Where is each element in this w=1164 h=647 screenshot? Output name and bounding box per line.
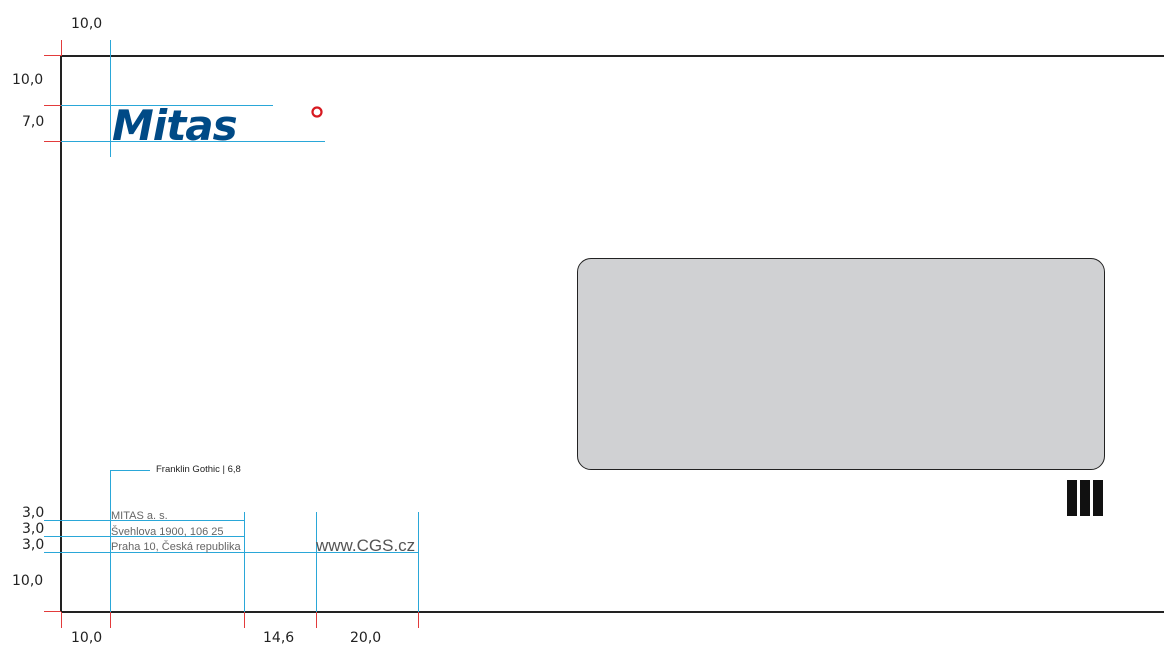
dim-left-logo: 7,0 xyxy=(22,114,45,130)
website-url: www.CGS.cz xyxy=(316,536,416,555)
tick-bottom-2 xyxy=(244,612,245,628)
envelope-top-edge xyxy=(61,55,1164,57)
dim-left-bottom: 10,0 xyxy=(12,573,44,589)
tick-left-bottom xyxy=(44,611,61,612)
tick-bottom-1 xyxy=(110,612,111,628)
dim-left-line3: 3,0 xyxy=(22,537,45,553)
envelope-left-edge xyxy=(60,55,62,612)
dim-bottom-3: 20,0 xyxy=(350,630,382,646)
envelope-bottom-edge xyxy=(61,611,1164,613)
font-note-leader-h xyxy=(110,470,150,471)
tick-top-left xyxy=(61,40,62,56)
tick-left-logo-top xyxy=(44,105,61,106)
tick-bottom-0 xyxy=(61,612,62,628)
font-note: Franklin Gothic | 6,8 xyxy=(156,464,241,475)
dim-bottom-1: 10,0 xyxy=(71,630,103,646)
tick-bottom-3 xyxy=(316,612,317,628)
dim-left-line1: 3,0 xyxy=(22,505,45,521)
logo-top-guide xyxy=(61,105,273,106)
address-line-2: Švehlova 1900, 106 25 xyxy=(111,526,224,538)
web-right-guide xyxy=(418,512,419,612)
address-guide-3 xyxy=(44,552,418,553)
logo-left-guide xyxy=(110,40,111,157)
tick-bottom-4 xyxy=(418,612,419,628)
logo: Mitas xyxy=(110,100,330,151)
address-right-guide xyxy=(244,512,245,612)
dim-top-left: 10,0 xyxy=(71,16,103,32)
dim-left-line2: 3,0 xyxy=(22,521,45,537)
dim-left-top: 10,0 xyxy=(12,72,44,88)
address-guide-1 xyxy=(44,520,244,521)
logo-circle-mark xyxy=(311,106,323,118)
logo-baseline-guide xyxy=(61,141,325,142)
logo-wordmark: Mitas xyxy=(112,101,237,146)
barcode-bar-2 xyxy=(1080,480,1090,516)
address-line-3: Praha 10, Česká republika xyxy=(111,541,241,553)
address-line-1: MITAS a. s. xyxy=(111,510,168,522)
font-note-leader-v xyxy=(110,470,111,612)
barcode-bar-1 xyxy=(1067,480,1077,516)
barcode-bar-3 xyxy=(1093,480,1103,516)
dim-bottom-2: 14,6 xyxy=(263,630,295,646)
tick-left-logo-bottom xyxy=(44,141,61,142)
web-left-guide xyxy=(316,512,317,612)
tick-left-top xyxy=(44,55,61,56)
address-guide-2 xyxy=(44,536,244,537)
address-window xyxy=(577,258,1105,470)
